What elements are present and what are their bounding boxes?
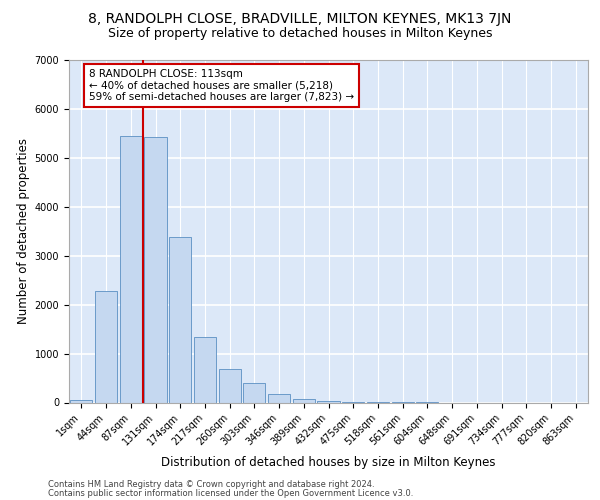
Bar [119,136,142,402]
Text: Contains HM Land Registry data © Crown copyright and database right 2024.: Contains HM Land Registry data © Crown c… [48,480,374,489]
X-axis label: Distribution of detached houses by size in Milton Keynes: Distribution of detached houses by size … [161,456,496,468]
Bar [268,394,290,402]
Bar [169,237,191,402]
Text: 8, RANDOLPH CLOSE, BRADVILLE, MILTON KEYNES, MK13 7JN: 8, RANDOLPH CLOSE, BRADVILLE, MILTON KEY… [88,12,512,26]
Bar [70,400,92,402]
Text: Contains public sector information licensed under the Open Government Licence v3: Contains public sector information licen… [48,490,413,498]
Bar [145,138,167,402]
Text: Size of property relative to detached houses in Milton Keynes: Size of property relative to detached ho… [108,28,492,40]
Text: 8 RANDOLPH CLOSE: 113sqm
← 40% of detached houses are smaller (5,218)
59% of sem: 8 RANDOLPH CLOSE: 113sqm ← 40% of detach… [89,69,354,102]
Bar [293,399,315,402]
Bar [218,369,241,402]
Bar [243,383,265,402]
Bar [95,292,117,403]
Bar [194,338,216,402]
Y-axis label: Number of detached properties: Number of detached properties [17,138,31,324]
